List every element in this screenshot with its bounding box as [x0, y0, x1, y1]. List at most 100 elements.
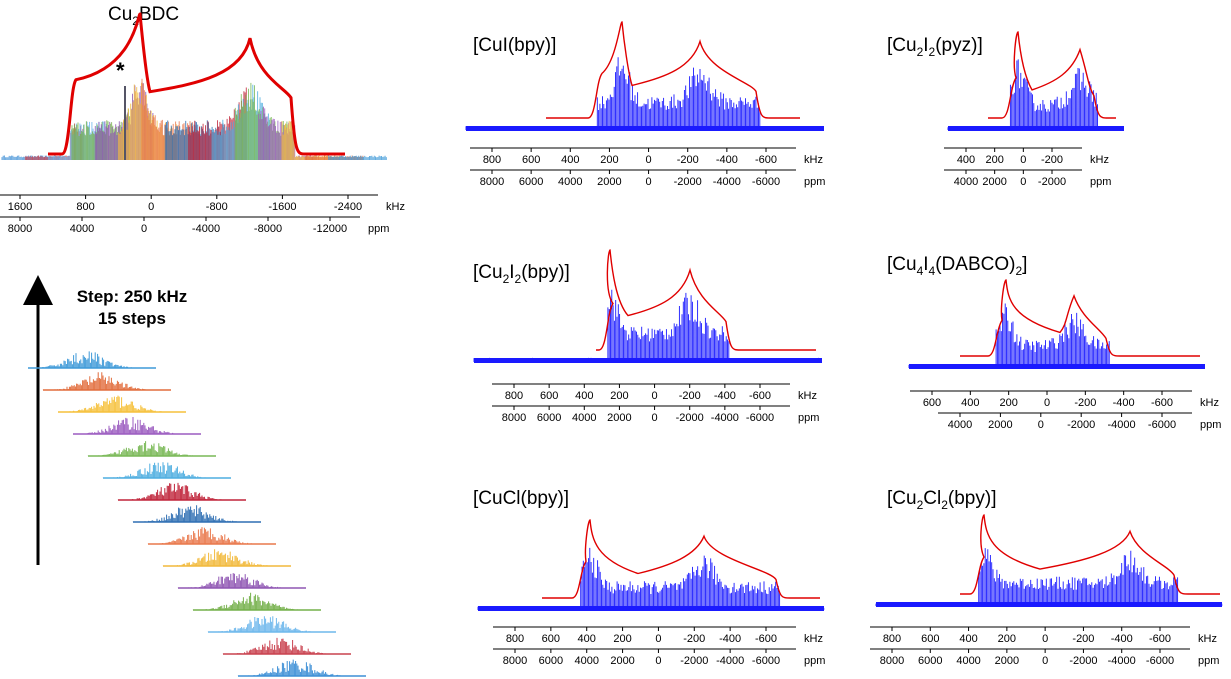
step-subspectrum-12	[73, 417, 193, 434]
cu2bdc-tick-label: -4000	[192, 223, 220, 235]
cu4i4-dabco-tick-label: 2000	[988, 419, 1012, 431]
cui-bpy-tick-label: -200	[677, 154, 699, 166]
cu4i4-dabco-tick-label: 600	[923, 397, 941, 409]
cu2i2-pyz-tick-label: -2000	[1038, 176, 1066, 188]
cu2i2-pyz-tick-label: 200	[985, 154, 1003, 166]
cui-bpy-tick-label: -400	[716, 154, 738, 166]
title-cucl-bpy: [CuCl(bpy)]	[473, 488, 570, 509]
cu2cl2-bpy-tick-label: 6000	[918, 655, 942, 667]
cucl-bpy-tick-label: 8000	[503, 655, 527, 667]
cucl-bpy-tick-label: 400	[578, 633, 596, 645]
cu4i4-dabco-tick-label: 0	[1044, 397, 1050, 409]
cucl-bpy-tick-label: -600	[755, 633, 777, 645]
cu2i2-bpy-tick-label: 4000	[572, 412, 596, 424]
title-cu4i4-dabco: [Cu4I4(DABCO)2]	[887, 254, 1028, 278]
cu2bdc-tick-label: -8000	[254, 223, 282, 235]
cu2i2-bpy-tick-label: 0	[652, 390, 658, 402]
cu4i4-dabco-tick-label: -600	[1151, 397, 1173, 409]
cui-bpy-baseline	[466, 126, 824, 131]
cu4i4-dabco-tick-label: -4000	[1108, 419, 1136, 431]
cucl-bpy-unit-kHz: kHz	[804, 633, 823, 645]
cu2cl2-bpy-tick-label: -400	[1111, 633, 1133, 645]
cu2i2-bpy-simulated-spectrum	[596, 249, 816, 351]
cucl-bpy-tick-label: 0	[655, 633, 661, 645]
cui-bpy-tick-label: 800	[483, 154, 501, 166]
title-cu2bdc: Cu2BDC	[108, 4, 180, 28]
cucl-bpy-tick-label: -200	[683, 633, 705, 645]
cui-bpy-tick-label: -4000	[713, 176, 741, 188]
cu2cl2-bpy-tick-label: 800	[883, 633, 901, 645]
cucl-bpy-tick-label: 800	[506, 633, 524, 645]
cu4i4-dabco-tick-label: -400	[1113, 397, 1135, 409]
cu4i4-dabco-tick-label: 400	[961, 397, 979, 409]
cu2i2-pyz-tick-label: 2000	[982, 176, 1006, 188]
cu2bdc-tick-label: -1600	[268, 201, 296, 213]
cu2i2-bpy-tick-label: 600	[540, 390, 558, 402]
step-subspectrum-10	[102, 462, 223, 478]
cu2i2-pyz-unit-ppm: ppm	[1090, 176, 1111, 188]
cu2bdc-subspectrum-15	[328, 155, 387, 160]
cui-bpy-unit-kHz: kHz	[804, 154, 823, 166]
cui-bpy-tick-label: -2000	[674, 176, 702, 188]
cui-bpy-tick-label: 0	[646, 176, 652, 188]
cui-bpy-experimental-spectrum	[465, 57, 824, 130]
cu2i2-pyz-experimental-spectrum	[947, 59, 1124, 130]
cu4i4-dabco-unit-ppm: ppm	[1200, 419, 1221, 431]
cu2bdc-tick-label: -2400	[334, 201, 362, 213]
cui-bpy-simulated-spectrum	[546, 21, 800, 119]
cu2cl2-bpy-tick-label: 0	[1042, 633, 1048, 645]
cu2cl2-bpy-unit-kHz: kHz	[1198, 633, 1217, 645]
cu2i2-bpy-unit-ppm: ppm	[798, 412, 819, 424]
step-subspectrum-9	[117, 482, 237, 500]
step-subspectrum-3	[207, 616, 328, 632]
cu2i2-bpy-tick-label: 200	[610, 390, 628, 402]
cu4i4-dabco-tick-label: 200	[999, 397, 1017, 409]
cucl-bpy-tick-label: 600	[542, 633, 560, 645]
cu2cl2-bpy-unit-ppm: ppm	[1198, 655, 1219, 667]
cu2i2-pyz-tick-label: 0	[1020, 176, 1026, 188]
cu2bdc-tick-label: 0	[148, 201, 154, 213]
cu2i2-bpy-tick-label: 800	[505, 390, 523, 402]
cucl-bpy-tick-label: -400	[719, 633, 741, 645]
cu2i2-pyz-tick-label: 0	[1020, 154, 1026, 166]
cu2cl2-bpy-tick-label: 0	[1042, 655, 1048, 667]
sub-spectra-stack	[28, 351, 366, 677]
cu4i4-dabco-tick-label: -2000	[1067, 419, 1095, 431]
step-subspectrum-1	[237, 659, 358, 676]
cu2cl2-bpy-tick-label: 2000	[995, 655, 1019, 667]
cui-bpy-tick-label: -6000	[752, 176, 780, 188]
cucl-bpy-tick-label: 6000	[539, 655, 563, 667]
cu2i2-pyz-tick-label: 4000	[954, 176, 978, 188]
cu2i2-bpy-baseline	[474, 358, 822, 363]
cu2i2-pyz-tick-label: -200	[1041, 154, 1063, 166]
cu2cl2-bpy-tick-label: 600	[921, 633, 939, 645]
step-subspectrum-15	[28, 351, 145, 368]
cu2bdc-tick-label: 4000	[70, 223, 94, 235]
cu2i2-bpy-tick-label: 6000	[537, 412, 561, 424]
cu2i2-bpy-tick-label: 0	[652, 412, 658, 424]
cu2i2-bpy-tick-label: 400	[575, 390, 593, 402]
cucl-bpy-baseline	[478, 606, 824, 611]
cui-bpy-tick-label: 200	[600, 154, 618, 166]
cui-bpy-unit-ppm: ppm	[804, 176, 825, 188]
cu2i2-pyz-tick-label: 400	[957, 154, 975, 166]
cui-bpy-tick-label: 8000	[480, 176, 504, 188]
cu2cl2-bpy-tick-label: -4000	[1108, 655, 1136, 667]
cu2bdc-subspectrum-14	[304, 155, 364, 160]
stack-step-label: Step: 250 kHz 15 steps	[76, 287, 188, 328]
cu4i4-dabco-baseline	[909, 364, 1205, 369]
cucl-bpy-unit-ppm: ppm	[804, 655, 825, 667]
step-subspectrum-8	[132, 505, 253, 522]
cu2bdc-tick-label: 1600	[8, 201, 32, 213]
cu2i2-bpy-unit-kHz: kHz	[798, 390, 817, 402]
title-cu2i2-bpy: [Cu2I2(bpy)]	[473, 262, 570, 286]
cu2i2-bpy-tick-label: -600	[749, 390, 771, 402]
cu4i4-dabco-unit-kHz: kHz	[1200, 397, 1219, 409]
cucl-bpy-tick-label: -2000	[680, 655, 708, 667]
